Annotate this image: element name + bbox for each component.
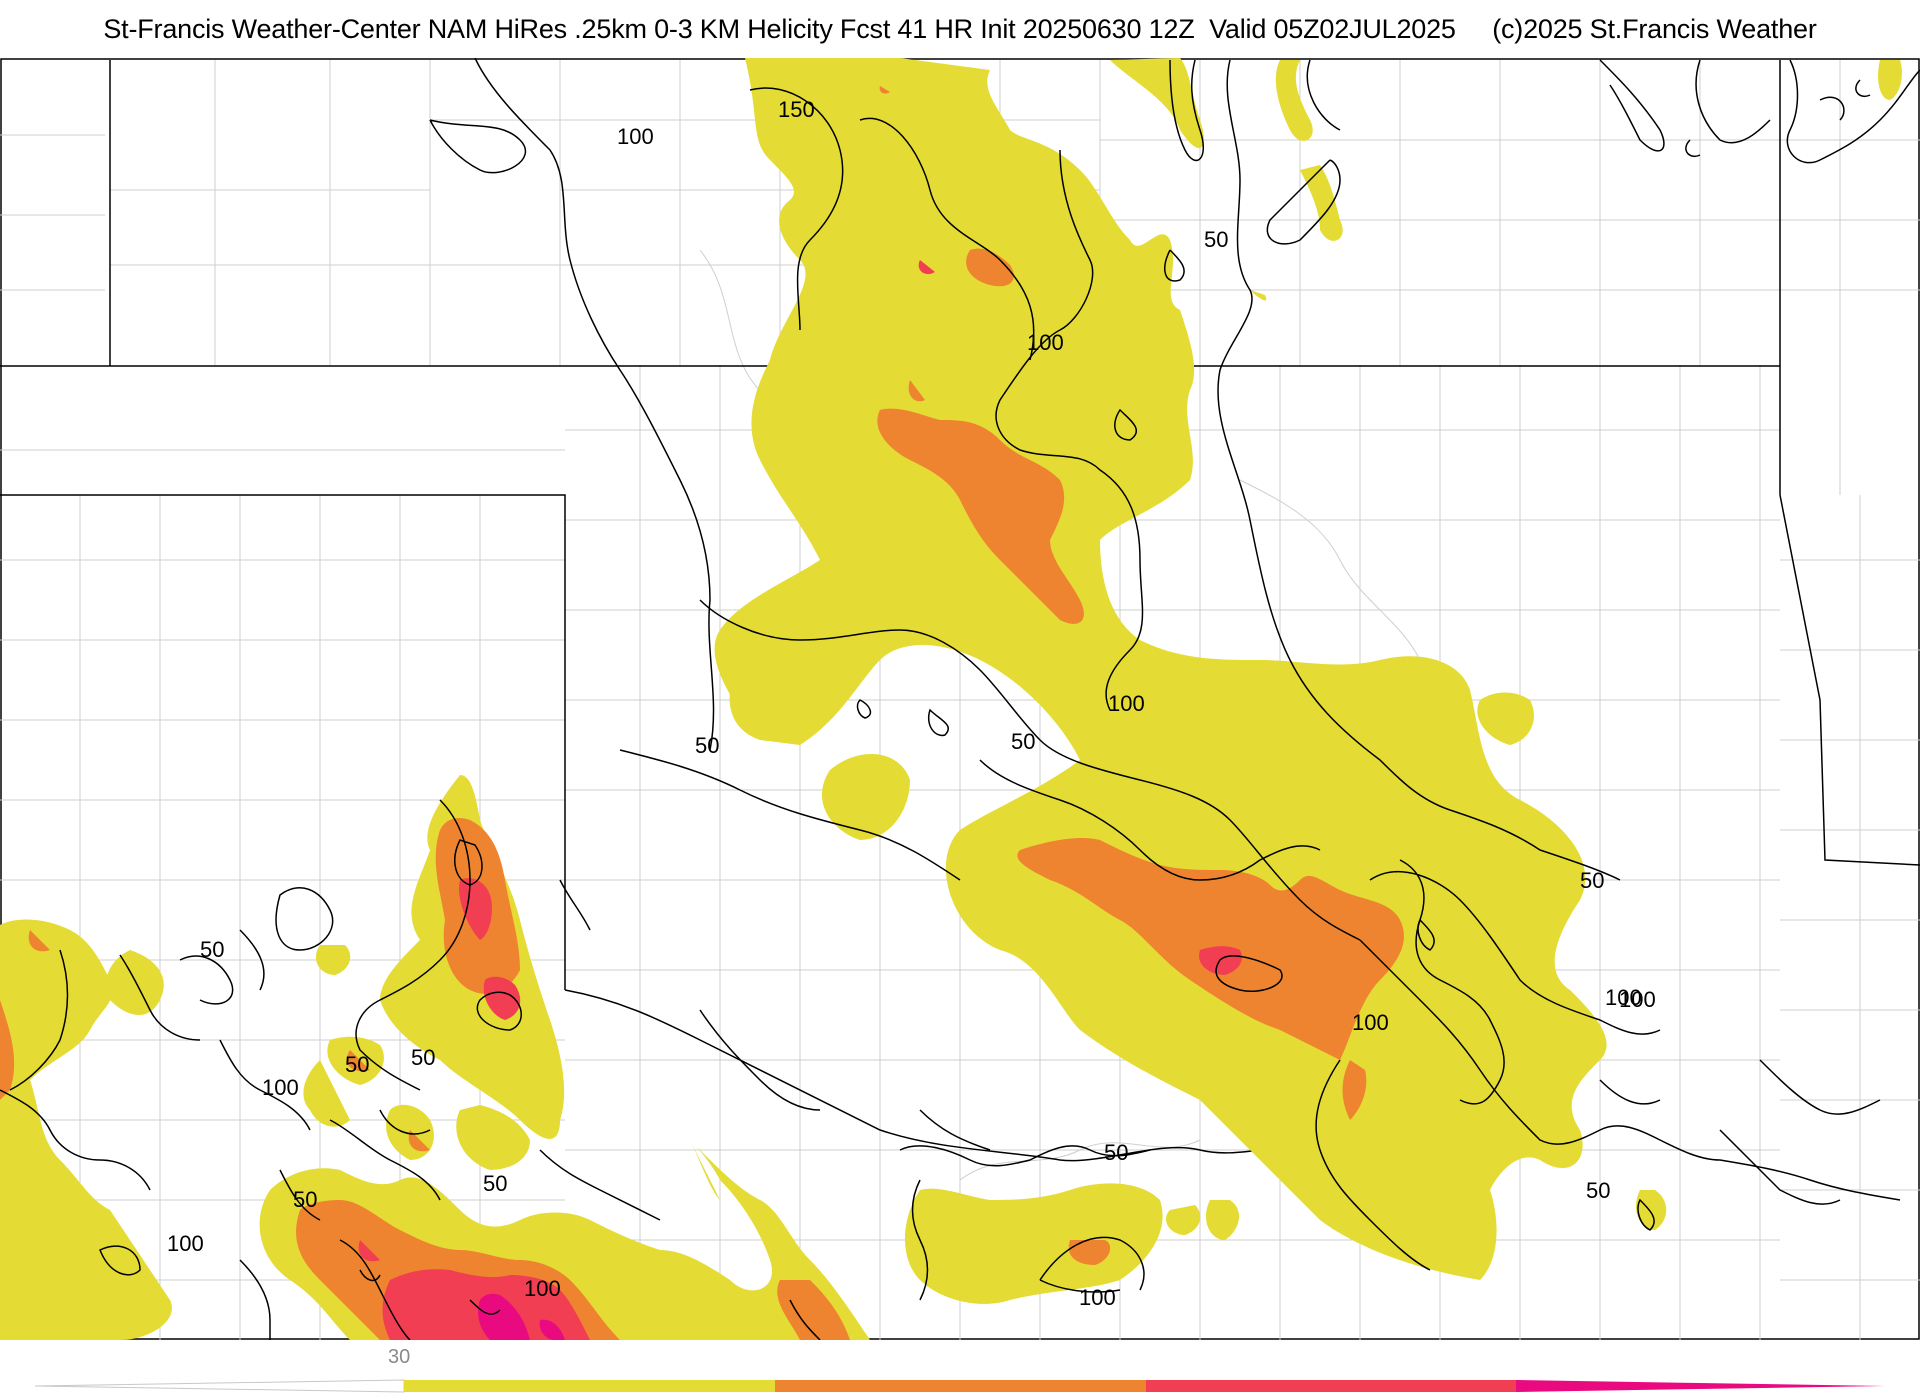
colorbar-segment-level-3 [1146,1380,1516,1392]
contour-label: 100 [1027,330,1064,355]
contour-label: 100 [262,1075,299,1100]
helicity-map: 150 100 50 100 100 50 50 50 100 50 50 10… [0,58,1920,1340]
contour-label: 100 [1605,985,1642,1010]
contour-label: 100 [524,1276,561,1301]
map-title: St-Francis Weather-Center NAM HiRes .25k… [103,14,1817,44]
contour-label: 50 [293,1187,317,1212]
contour-label: 100 [167,1231,204,1256]
colorbar-underflow-arrow [34,1379,405,1393]
contour-label: 100 [617,124,654,149]
colorbar-tick-label: 30 [388,1346,410,1368]
contour-label: 50 [1204,227,1228,252]
contour-labels: 150 100 50 100 100 50 50 50 100 50 50 10… [167,97,1656,1310]
state-lines [0,60,1920,1162]
contour-label: 50 [1011,729,1035,754]
contour-label: 50 [200,937,224,962]
colorbar-overflow-arrow [1516,1380,1885,1392]
contour-label: 50 [345,1052,369,1077]
colorbar-segment-level-2 [775,1380,1146,1392]
contour-label: 50 [1586,1178,1610,1203]
contour-label: 100 [1108,691,1145,716]
contour-label: 100 [1352,1010,1389,1035]
contour-label: 50 [411,1045,435,1070]
contour-label: 100 [1619,987,1656,1012]
contour-label: 50 [695,733,719,758]
contour-label: 50 [1104,1140,1128,1165]
colorbar-segment-level-1 [404,1380,775,1392]
contour-label: 150 [778,97,815,122]
helicity-level-4 [478,1293,565,1340]
contour-label: 100 [1079,1285,1116,1310]
colorbar: 30 [34,1346,1885,1393]
helicity-contours [0,58,1920,1340]
contour-label: 50 [1580,868,1604,893]
contour-label: 50 [483,1171,507,1196]
